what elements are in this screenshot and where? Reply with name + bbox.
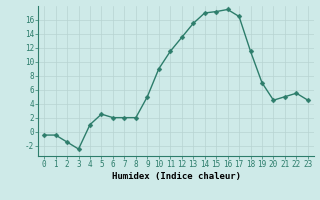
X-axis label: Humidex (Indice chaleur): Humidex (Indice chaleur) xyxy=(111,172,241,181)
